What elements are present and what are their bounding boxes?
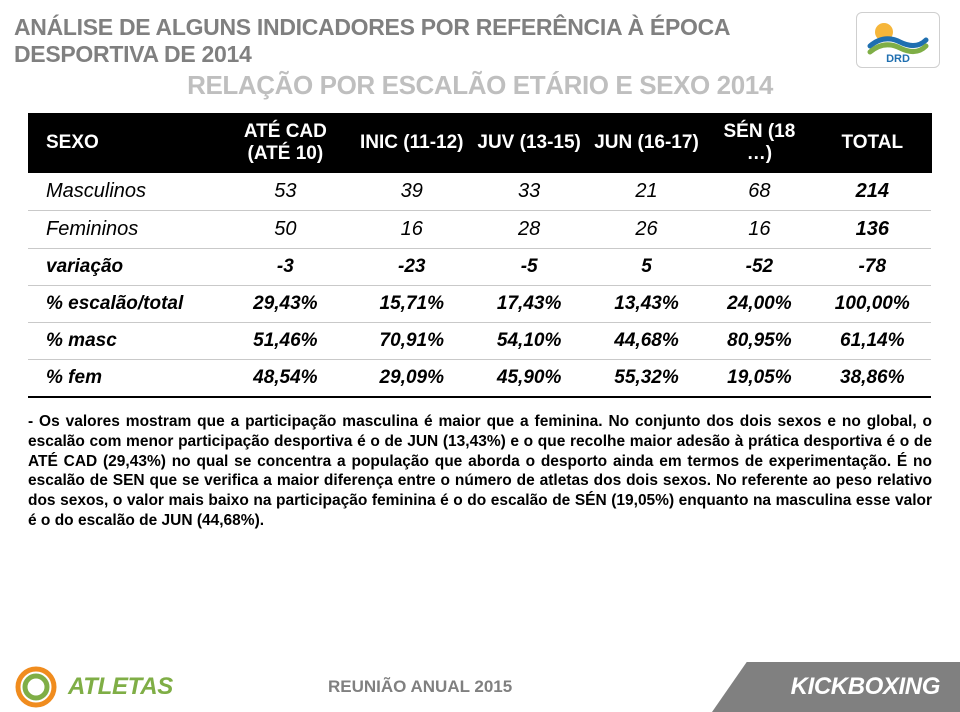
col-header: TOTAL xyxy=(814,113,931,173)
footer-right-label: KICKBOXING xyxy=(791,673,940,701)
cell: -52 xyxy=(705,249,813,286)
cell: 29,43% xyxy=(218,286,353,323)
footer-mid: REUNIÃO ANUAL 2015 xyxy=(328,662,712,712)
cell: 100,00% xyxy=(814,286,931,323)
cell: 80,95% xyxy=(705,323,813,360)
footer-mid-label: REUNIÃO ANUAL 2015 xyxy=(328,677,512,697)
table-header: SEXO ATÉ CAD (ATÉ 10) INIC (11-12) JUV (… xyxy=(28,113,931,173)
cell: 48,54% xyxy=(218,360,353,398)
cell: 70,91% xyxy=(353,323,470,360)
cell: 21 xyxy=(588,173,705,211)
row-label: Masculinos xyxy=(28,173,218,211)
cell: 13,43% xyxy=(588,286,705,323)
footer-left-label: ATLETAS xyxy=(68,673,173,701)
cell: 19,05% xyxy=(705,360,813,398)
page-title: ANÁLISE DE ALGUNS INDICADORES POR REFERÊ… xyxy=(0,12,856,68)
data-table: SEXO ATÉ CAD (ATÉ 10) INIC (11-12) JUV (… xyxy=(28,113,932,398)
cell: 214 xyxy=(814,173,931,211)
col-header: INIC (11-12) xyxy=(353,113,470,173)
table-row: variação -3 -23 -5 5 -52 -78 xyxy=(28,249,931,286)
svg-text:DRD: DRD xyxy=(886,53,910,64)
footer-right: KICKBOXING xyxy=(712,662,960,712)
table-row: Masculinos 53 39 33 21 68 214 xyxy=(28,173,931,211)
col-header: JUV (13-15) xyxy=(470,113,587,173)
cell: 136 xyxy=(814,211,931,249)
cell: 68 xyxy=(705,173,813,211)
cell: 16 xyxy=(705,211,813,249)
row-label: variação xyxy=(28,249,218,286)
cell: 45,90% xyxy=(470,360,587,398)
footer: ATLETAS REUNIÃO ANUAL 2015 KICKBOXING xyxy=(0,662,960,712)
cell: 53 xyxy=(218,173,353,211)
table-row: % masc 51,46% 70,91% 54,10% 44,68% 80,95… xyxy=(28,323,931,360)
cell: -78 xyxy=(814,249,931,286)
footer-left: ATLETAS xyxy=(0,662,328,712)
cell: -3 xyxy=(218,249,353,286)
col-header: JUN (16-17) xyxy=(588,113,705,173)
cell: 33 xyxy=(470,173,587,211)
cell: 38,86% xyxy=(814,360,931,398)
col-header: ATÉ CAD (ATÉ 10) xyxy=(218,113,353,173)
cell: 61,14% xyxy=(814,323,931,360)
cell: 29,09% xyxy=(353,360,470,398)
row-label: % escalão/total xyxy=(28,286,218,323)
col-header: SEXO xyxy=(28,113,218,173)
row-label: % fem xyxy=(28,360,218,398)
cell: 16 xyxy=(353,211,470,249)
table-row: % fem 48,54% 29,09% 45,90% 55,32% 19,05%… xyxy=(28,360,931,398)
cell: 26 xyxy=(588,211,705,249)
table-body: Masculinos 53 39 33 21 68 214 Femininos … xyxy=(28,173,931,397)
row-label: % masc xyxy=(28,323,218,360)
row-label: Femininos xyxy=(28,211,218,249)
section-title: RELAÇÃO POR ESCALÃO ETÁRIO E SEXO 2014 xyxy=(0,70,960,101)
drd-logo-icon: DRD xyxy=(860,16,936,64)
cell: 15,71% xyxy=(353,286,470,323)
cell: -23 xyxy=(353,249,470,286)
cell: 17,43% xyxy=(470,286,587,323)
cell: 51,46% xyxy=(218,323,353,360)
table-row: % escalão/total 29,43% 15,71% 17,43% 13,… xyxy=(28,286,931,323)
cell: 39 xyxy=(353,173,470,211)
cell: 54,10% xyxy=(470,323,587,360)
cell: 5 xyxy=(588,249,705,286)
cell: 55,32% xyxy=(588,360,705,398)
cell: 28 xyxy=(470,211,587,249)
cell: 50 xyxy=(218,211,353,249)
rings-icon xyxy=(14,665,58,709)
cell: 24,00% xyxy=(705,286,813,323)
table-row: Femininos 50 16 28 26 16 136 xyxy=(28,211,931,249)
cell: -5 xyxy=(470,249,587,286)
cell: 44,68% xyxy=(588,323,705,360)
org-logo: DRD xyxy=(856,12,940,68)
col-header: SÉN (18 …) xyxy=(705,113,813,173)
analysis-paragraph: - Os valores mostram que a participação … xyxy=(0,398,960,531)
